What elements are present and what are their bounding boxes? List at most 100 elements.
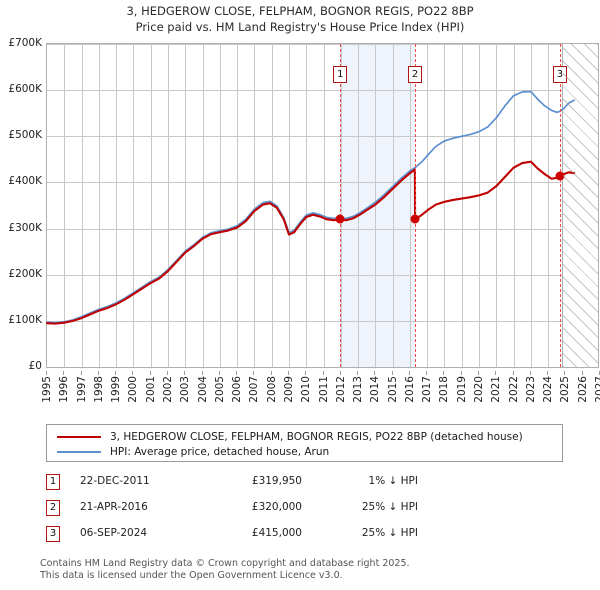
x-axis-tick-label: 2024 — [542, 376, 555, 403]
gridline-horizontal — [47, 274, 562, 276]
x-axis-tick-label: 2025 — [559, 376, 572, 403]
row-index-badge: 1 — [46, 474, 60, 490]
x-axis-tick-label: 2023 — [524, 376, 537, 403]
x-axis-tick-label: 1997 — [75, 376, 88, 403]
gridline-vertical — [116, 44, 118, 367]
x-axis-labels: 1995 1996 1997 1998 1999 2000 2001 2002 2003 2004… — [0, 371, 600, 413]
x-axis-tick — [478, 371, 480, 375]
transaction-marker-line — [415, 44, 417, 367]
transaction-marker-line — [340, 44, 342, 367]
gridline-vertical — [81, 44, 83, 367]
gridline-vertical — [323, 44, 325, 367]
row-date: 22-DEC-2011 — [80, 475, 150, 487]
transaction-point[interactable] — [555, 171, 565, 180]
gridline-vertical — [133, 44, 135, 367]
gridline-vertical — [427, 44, 429, 367]
x-axis-tick-label: 2014 — [369, 376, 382, 403]
x-axis-tick — [408, 371, 410, 375]
gridline-vertical — [288, 44, 290, 367]
transaction-marker-line — [559, 44, 561, 367]
x-axis-tick — [63, 371, 65, 375]
x-axis-tick — [322, 371, 324, 375]
gridline-vertical — [340, 44, 342, 367]
x-axis-tick — [253, 371, 255, 375]
x-axis-tick-label: 2010 — [300, 376, 313, 403]
legend-label-hpi: HPI: Average price, detached house, Arun — [110, 445, 330, 458]
transaction-marker-badge[interactable]: 1 — [333, 66, 348, 83]
chart-legend: 3, HEDGEROW CLOSE, FELPHAM, BOGNOR REGIS… — [46, 424, 563, 462]
gridline-horizontal — [47, 228, 562, 230]
x-axis-tick — [305, 371, 307, 375]
legend-swatch-blue — [57, 450, 101, 453]
row-date: 06-SEP-2024 — [80, 527, 148, 539]
chart-container: £0 £100K £200K £300K £400K £500K £600K £700K 1 2… — [0, 37, 600, 403]
x-axis-tick-label: 2011 — [317, 376, 330, 403]
gridline-horizontal — [47, 90, 562, 92]
x-axis-tick — [149, 371, 151, 375]
x-axis-tick-label: 2007 — [248, 376, 261, 403]
x-axis-tick-label: 2006 — [231, 376, 244, 403]
row-price: £319,950 — [251, 475, 302, 487]
x-axis-tick — [374, 371, 376, 375]
gridline-vertical — [64, 44, 66, 367]
gridline-vertical — [392, 44, 394, 367]
transaction-marker-badge[interactable]: 2 — [408, 66, 423, 83]
x-axis-tick-label: 2017 — [421, 376, 434, 403]
title-line-2: Price paid vs. HM Land Registry's House … — [135, 20, 465, 34]
series-line-price-paid — [45, 160, 576, 325]
x-axis-tick — [460, 371, 462, 375]
x-axis-tick — [391, 371, 393, 375]
gridline-vertical — [444, 44, 446, 367]
x-axis-tick-label: 2002 — [161, 376, 174, 403]
x-axis-tick — [270, 371, 272, 375]
x-axis-tick — [564, 371, 566, 375]
x-axis-tick — [512, 371, 514, 375]
gridline-vertical — [219, 44, 221, 367]
x-axis-tick-label: 2001 — [144, 376, 157, 403]
gridline-horizontal — [47, 44, 562, 45]
x-axis-tick-label: 2020 — [473, 376, 486, 403]
x-axis-tick-label: 1999 — [110, 376, 123, 403]
x-axis-tick-label: 1995 — [41, 376, 53, 403]
table-row: 3 06-SEP-2024 £415,000 25% ↓ HPI — [46, 524, 566, 550]
gridline-vertical — [185, 44, 187, 367]
future-hatch-region — [563, 43, 599, 368]
gridline-vertical — [150, 44, 152, 367]
legend-item-hpi: HPI: Average price, detached house, Arun — [53, 444, 556, 459]
x-axis-tick-label: 2018 — [438, 376, 451, 403]
row-date: 21-APR-2016 — [80, 501, 148, 513]
x-axis-tick — [357, 371, 359, 375]
table-row: 1 22-DEC-2011 £319,950 1% ↓ HPI — [46, 472, 566, 498]
x-axis-tick — [287, 371, 289, 375]
row-hpi-delta: 1% ↓ HPI — [368, 475, 418, 487]
gridline-vertical — [530, 44, 532, 367]
x-axis-tick — [80, 371, 82, 375]
y-axis-tick-label: £100K — [8, 313, 42, 326]
y-axis-tick-label: £300K — [8, 221, 42, 234]
transaction-point[interactable] — [335, 214, 345, 224]
x-axis-tick-label: 2015 — [386, 376, 399, 403]
row-hpi-delta: 25% ↓ HPI — [361, 501, 418, 513]
gridline-vertical — [548, 44, 550, 367]
gridline-vertical — [167, 44, 169, 367]
row-price: £415,000 — [251, 527, 302, 539]
x-axis-tick — [201, 371, 203, 375]
transactions-table: 1 22-DEC-2011 £319,950 1% ↓ HPI 2 21-APR… — [46, 472, 566, 550]
gridline-vertical — [496, 44, 498, 367]
x-axis-tick-label: 2026 — [576, 376, 589, 403]
gridline-vertical — [98, 44, 100, 367]
highlight-band — [340, 44, 416, 367]
transaction-point[interactable] — [410, 214, 420, 224]
x-axis-tick-label: 2000 — [127, 376, 140, 403]
legend-label-price-paid: 3, HEDGEROW CLOSE, FELPHAM, BOGNOR REGIS… — [110, 430, 523, 443]
gridline-vertical — [461, 44, 463, 367]
x-axis-tick — [547, 371, 549, 375]
gridline-horizontal — [47, 320, 562, 322]
y-axis-tick-label: £0 — [28, 360, 42, 372]
x-axis-tick-label: 2021 — [490, 376, 503, 403]
footer-attribution: Contains HM Land Registry data © Crown c… — [40, 558, 560, 581]
x-axis-tick — [443, 371, 445, 375]
page-title: 3, HEDGEROW CLOSE, FELPHAM, BOGNOR REGIS… — [0, 3, 600, 35]
